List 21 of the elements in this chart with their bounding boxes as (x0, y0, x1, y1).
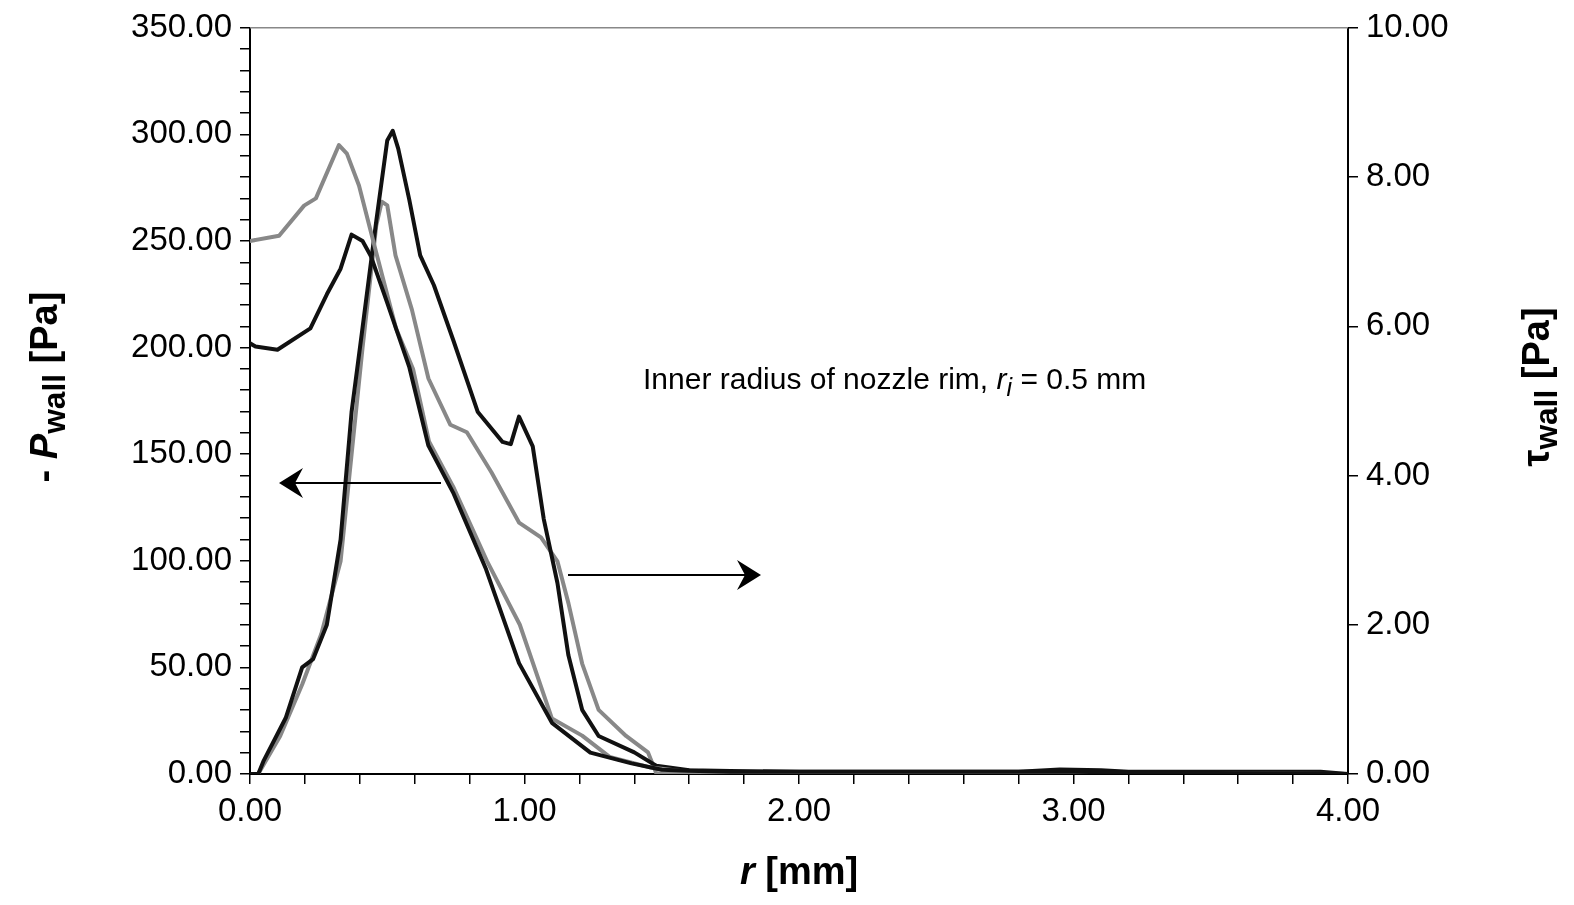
y-tick-label: 0.00 (167, 753, 232, 791)
y-tick-label: 50.00 (149, 646, 232, 684)
y2-tick-label: 0.00 (1366, 753, 1431, 791)
x-tick-label: 4.00 (1315, 790, 1381, 828)
y2-tick-label: 2.00 (1366, 603, 1431, 641)
x-axis-title: r [mm] (738, 850, 860, 893)
x-tick-label: 1.00 (492, 790, 557, 828)
y2-tick-label: 8.00 (1366, 156, 1431, 194)
y-tick-label: 150.00 (131, 433, 232, 471)
y-tick-label: 300.00 (131, 113, 232, 151)
y2-tick-label: 6.00 (1366, 305, 1431, 343)
x-tick-label: 2.00 (766, 790, 832, 828)
y-tick-label: 250.00 (131, 220, 232, 258)
x-tick-label: 0.00 (217, 790, 283, 828)
y2-tick-label: 4.00 (1366, 454, 1431, 492)
annotation: Inner radius of nozzle rim, r$_{i}$ = 0.5 mm (643, 362, 1147, 402)
y-tick-label: 350.00 (131, 6, 232, 44)
y2-tick-label: 10.00 (1366, 6, 1449, 44)
x-tick-label: 3.00 (1041, 790, 1106, 828)
y-tick-label: 100.00 (131, 539, 232, 577)
y-tick-label: 200.00 (131, 326, 232, 364)
